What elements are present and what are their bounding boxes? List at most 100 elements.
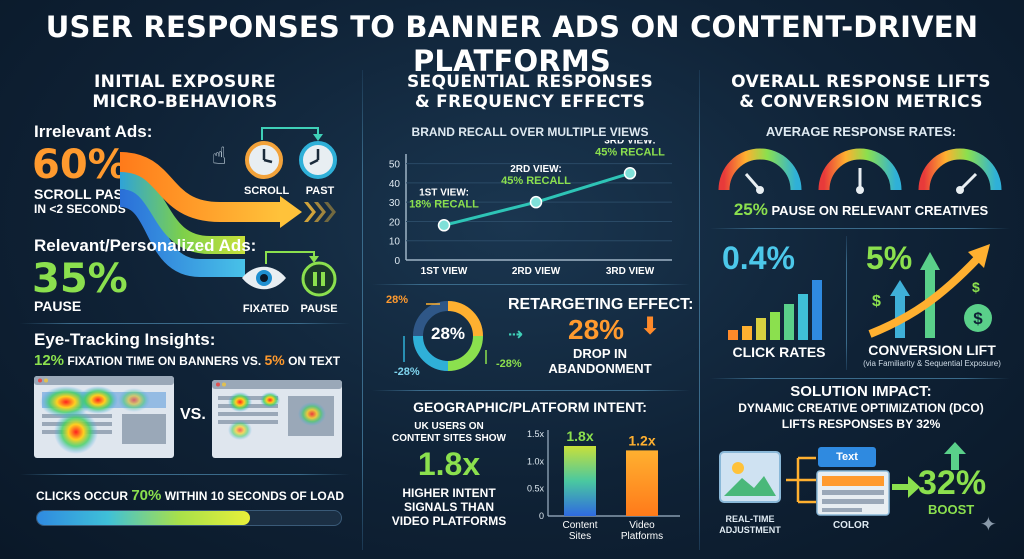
boost-arrow-icon	[892, 476, 920, 498]
hand-pointer-icon: ☝	[212, 143, 227, 170]
y-tick-label: 40	[389, 179, 401, 190]
x-tick-label: 2RD VIEW	[512, 266, 561, 277]
eye-tracking-stat: 12% FIXATION TIME ON BANNERS VS. 5% ON T…	[34, 352, 341, 369]
y-tick-label: 1.5x	[527, 429, 545, 439]
conversion-note: (via Familiarity & Sequential Exposure)	[863, 359, 1001, 368]
x-tick-label: Content	[562, 520, 597, 531]
col3-separator-2	[710, 378, 1010, 379]
annotation-title: 2RD VIEW:	[510, 164, 562, 175]
pause-relevant-stat: 25% PAUSE ON RELEVANT CREATIVES	[733, 200, 989, 219]
scroll-label: SCROLL	[244, 185, 290, 197]
heatmap-text-mockup	[212, 380, 342, 458]
col1-separator-bottom	[20, 474, 350, 475]
connector-arrow-top	[261, 127, 323, 141]
heatmap-banner-mockup	[34, 376, 174, 458]
clicks-progress-fill	[37, 511, 250, 525]
col2-separator-2	[372, 390, 690, 391]
annotation-value: 18% RECALL	[409, 198, 479, 210]
y-tick-label: 20	[389, 217, 401, 228]
down-arrow-icon: ⬇	[640, 313, 661, 340]
recall-chart-title: BRAND RECALL OVER MULTIPLE VIEWS	[411, 125, 649, 139]
annotation-title: 3RD VIEW:	[604, 140, 656, 146]
y-tick-label: 30	[389, 198, 401, 209]
x-tick-label: Sites	[569, 531, 591, 542]
flow-arrows-graphic	[120, 152, 336, 277]
col3-heading: OVERALL RESPONSE LIFTS & CONVERSION METR…	[731, 72, 991, 112]
retarget-right-label: -28%	[496, 358, 522, 370]
col1-heading: INITIAL EXPOSURE MICRO-BEHAVIORS	[92, 72, 278, 112]
recall-line-chart: 0 10 20 30 40 50 1ST VIEW 1ST VIEW:18% RECALL 2R…	[389, 140, 672, 277]
x-tick-label: Video	[629, 520, 655, 531]
relevant-pct: 35%	[32, 256, 128, 302]
text-chip: Text	[818, 447, 876, 467]
clock-icon-past	[299, 141, 337, 179]
x-tick-label: 3RD VIEW	[606, 266, 655, 277]
y-tick-label: 50	[389, 160, 401, 171]
irrelevant-ads-label: Irrelevant Ads:	[34, 122, 153, 141]
click-rate-pct: 0.4%	[722, 240, 795, 276]
col2-separator	[372, 284, 690, 285]
irrelevant-pct: 60%	[32, 142, 128, 188]
y-tick-label: 0	[394, 256, 400, 267]
conversion-pct: 5%	[866, 240, 913, 276]
color-label: COLOR	[832, 520, 870, 531]
column-divider-left	[362, 70, 363, 550]
click-rate-label: CLICK RATES	[732, 344, 826, 360]
geo-bar	[564, 446, 596, 516]
vs-label: VS.	[180, 406, 206, 423]
column-divider-right	[699, 70, 700, 550]
irrelevant-desc: SCROLL PAST IN <2 SECONDS	[34, 186, 132, 217]
green-flow-arrow	[120, 171, 245, 254]
retarget-left-label: -28%	[394, 366, 420, 378]
col1-separator	[20, 323, 350, 324]
col3-inner-divider	[846, 236, 847, 370]
geo-title: GEOGRAPHIC/PLATFORM INTENT:	[413, 399, 647, 415]
realtime-label: REAL-TIME ADJUSTMENT	[719, 514, 781, 535]
y-tick-label: 10	[389, 237, 401, 248]
bar-value-label: 1.2x	[628, 432, 655, 448]
annotation-value: 45% RECALL	[501, 175, 571, 187]
retarget-pct: 28%	[568, 314, 625, 345]
gauge-icons	[718, 148, 1002, 194]
svg-text:$: $	[872, 293, 881, 310]
clicks-stat: CLICKS OCCUR 70% WITHIN 10 SECONDS OF LO…	[36, 487, 345, 504]
geo-bar	[626, 450, 658, 516]
conversion-arrows-graphic: $ $ $	[868, 244, 992, 338]
geo-big-stat: 1.8x	[417, 446, 481, 482]
blue-flow-arrow	[120, 189, 245, 277]
page-title: USER RESPONSES TO BANNER ADS ON CONTENT-…	[45, 10, 979, 78]
bar-value-label: 1.8x	[566, 428, 593, 444]
clock-icon-scroll	[245, 141, 283, 179]
geo-desc: HIGHER INTENT SIGNALS THAN VIDEO PLATFOR…	[391, 486, 507, 528]
recall-point	[623, 167, 637, 180]
eye-tracking-label: Eye-Tracking Insights:	[34, 330, 216, 349]
dco-connector-lines	[786, 456, 816, 504]
col3-separator	[710, 228, 1010, 229]
svg-text:$: $	[972, 279, 980, 295]
boost-pct: 32%	[918, 464, 987, 502]
connector-arrow-mid	[265, 251, 319, 264]
recall-point	[437, 219, 451, 232]
col2-heading: SEQUENTIAL RESPONSES & FREQUENCY EFFECTS	[407, 72, 653, 112]
retarget-arrow-icon: ⇢	[508, 324, 524, 344]
clicks-progress-track	[36, 510, 342, 526]
retarget-top-label: 28%	[386, 294, 409, 306]
orange-flow-arrow	[120, 152, 280, 222]
retarget-desc: DROP IN ABANDONMENT	[548, 346, 652, 376]
recall-point	[529, 195, 543, 209]
x-tick-label: 1ST VIEW	[421, 266, 468, 277]
svg-text:$: $	[973, 309, 983, 328]
sparkle-icon: ✦	[980, 514, 997, 536]
annotation-title: 1ST VIEW:	[419, 187, 469, 198]
gauge-2	[818, 148, 902, 194]
relevant-ads-label: Relevant/Personalized Ads:	[34, 236, 257, 255]
pause-icon	[301, 261, 337, 297]
relevant-desc: PAUSE	[34, 298, 82, 314]
up-arrow-icon	[944, 442, 966, 470]
y-tick-label: 0.5x	[527, 484, 545, 494]
conversion-label: CONVERSION LIFT	[868, 342, 996, 358]
click-rate-bars	[728, 280, 822, 340]
geo-intro: UK USERS ON CONTENT SITES SHOW	[392, 421, 506, 444]
x-tick-label: Platforms	[621, 531, 663, 542]
